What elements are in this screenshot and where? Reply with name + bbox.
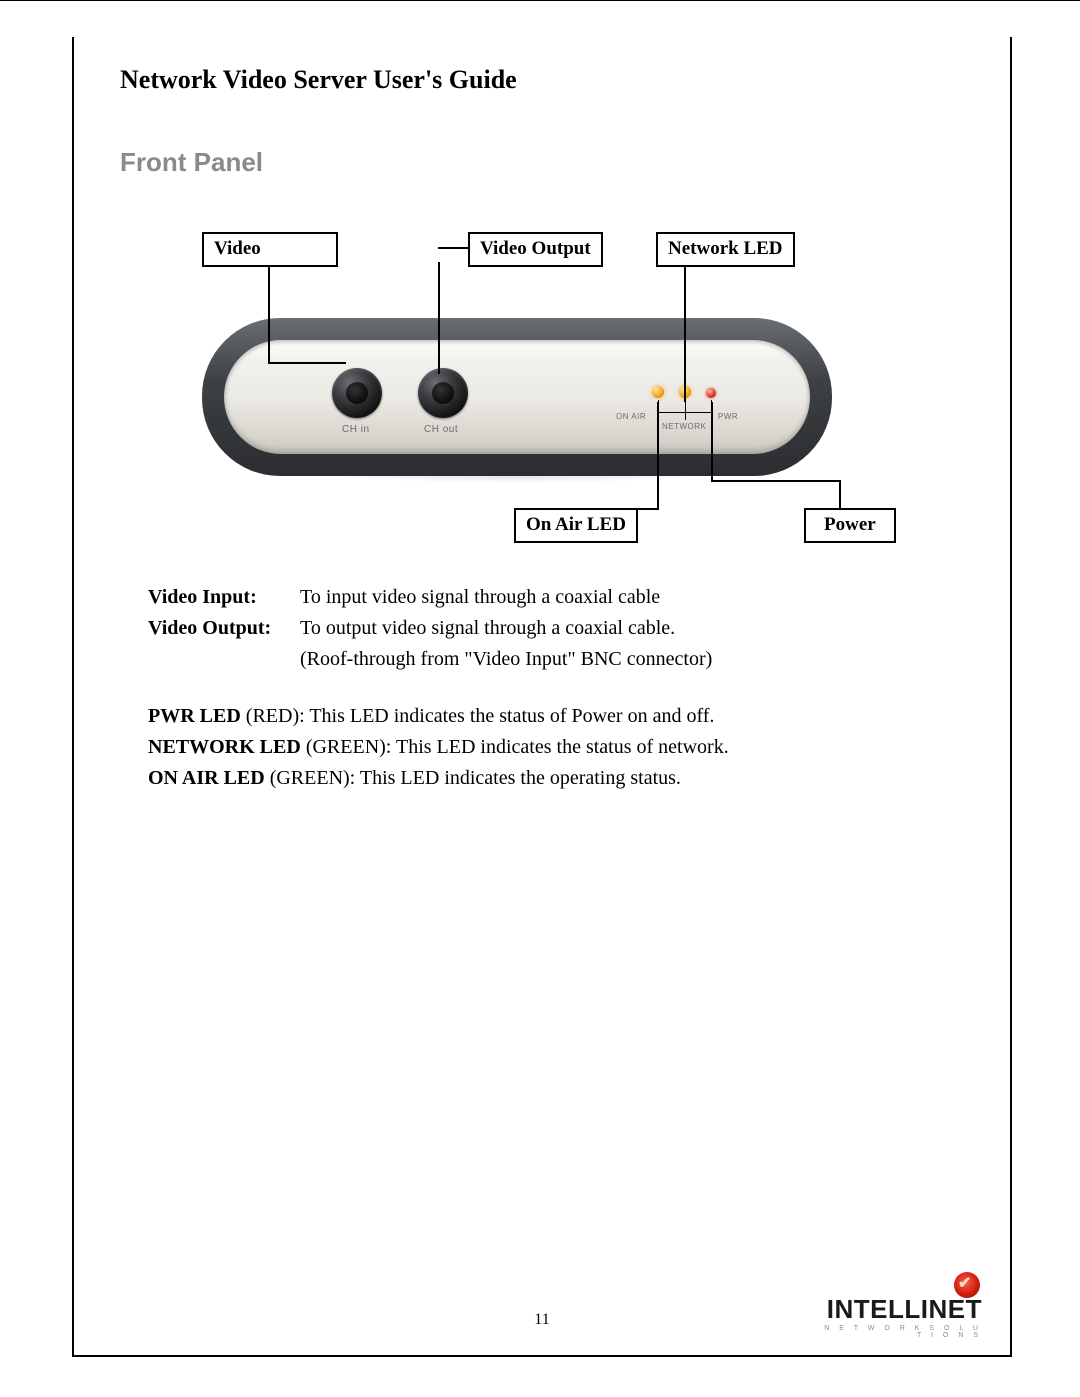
- page: Network Video Server User's Guide Front …: [0, 0, 1080, 1397]
- desc-video-input: To input video signal through a coaxial …: [300, 582, 964, 613]
- note-video-output: (Roof-through from "Video Input" BNC con…: [300, 644, 964, 675]
- port-in-label: CH in: [342, 424, 370, 435]
- desc-onair-led: (GREEN): This LED indicates the operatin…: [265, 767, 681, 789]
- device-face: [224, 340, 810, 454]
- callout-on-air-led: On Air LED: [514, 508, 638, 543]
- leader-pwr-v: [711, 402, 713, 482]
- leader-vout-v: [438, 262, 440, 374]
- label-power: PWR: [718, 412, 738, 421]
- brand-logo: INTELLINET N E T W O R K S O L U T I O N…: [812, 1272, 982, 1339]
- section-title: Front Panel: [120, 147, 964, 178]
- def-pwr-led: PWR LED (RED): This LED indicates the st…: [148, 701, 964, 732]
- term-onair-led: ON AIR LED: [148, 767, 265, 789]
- port-definitions: Video Input: To input video signal throu…: [148, 582, 964, 675]
- device: CH in CH out ON AIR NETWORK PWR: [202, 318, 832, 476]
- tick-network: [685, 400, 686, 420]
- led-definitions: PWR LED (RED): This LED indicates the st…: [148, 701, 964, 794]
- term-video-input: Video Input: [148, 586, 250, 608]
- leader-net-v: [684, 262, 686, 402]
- callout-video: Video: [202, 232, 338, 267]
- leader-video-h: [268, 362, 346, 364]
- label-network: NETWORK: [662, 422, 706, 431]
- desc-network-led: (GREEN): This LED indicates the status o…: [301, 736, 729, 758]
- desc-video-output: To output video signal through a coaxial…: [300, 613, 964, 644]
- leader-pwr-h1: [711, 480, 841, 482]
- desc-pwr-led: (RED): This LED indicates the status of …: [241, 705, 715, 727]
- callout-video-output: Video Output: [468, 232, 603, 267]
- content-frame: Network Video Server User's Guide Front …: [72, 37, 1012, 1357]
- def-video-output: Video Output: To output video signal thr…: [148, 613, 964, 644]
- bnc-port-in: [332, 368, 382, 418]
- term-pwr-led: PWR LED: [148, 705, 241, 727]
- leader-pwr-v2: [839, 480, 841, 510]
- label-onair: ON AIR: [616, 412, 646, 421]
- front-panel-diagram: Video Video Output Network LED CH in CH …: [202, 232, 962, 552]
- led-onair: [652, 386, 664, 398]
- term-network-led: NETWORK LED: [148, 736, 301, 758]
- document-title: Network Video Server User's Guide: [120, 65, 964, 95]
- logo-text: INTELLINET: [827, 1294, 982, 1324]
- def-video-input: Video Input: To input video signal throu…: [148, 582, 964, 613]
- logo-check-icon: [954, 1272, 980, 1298]
- callout-power: Power: [804, 508, 896, 543]
- callout-network-led: Network LED: [656, 232, 795, 267]
- leader-onair-v: [657, 402, 659, 510]
- def-onair-led: ON AIR LED (GREEN): This LED indicates t…: [148, 763, 964, 794]
- leader-vout-h1: [438, 247, 470, 249]
- leader-video-v: [268, 262, 270, 362]
- tick-cross: [658, 412, 712, 413]
- term-video-output: Video Output: [148, 617, 265, 639]
- bnc-port-out: [418, 368, 468, 418]
- def-network-led: NETWORK LED (GREEN): This LED indicates …: [148, 732, 964, 763]
- led-power: [706, 388, 716, 398]
- logo-tagline: N E T W O R K S O L U T I O N S: [812, 1325, 982, 1339]
- port-out-label: CH out: [424, 424, 458, 435]
